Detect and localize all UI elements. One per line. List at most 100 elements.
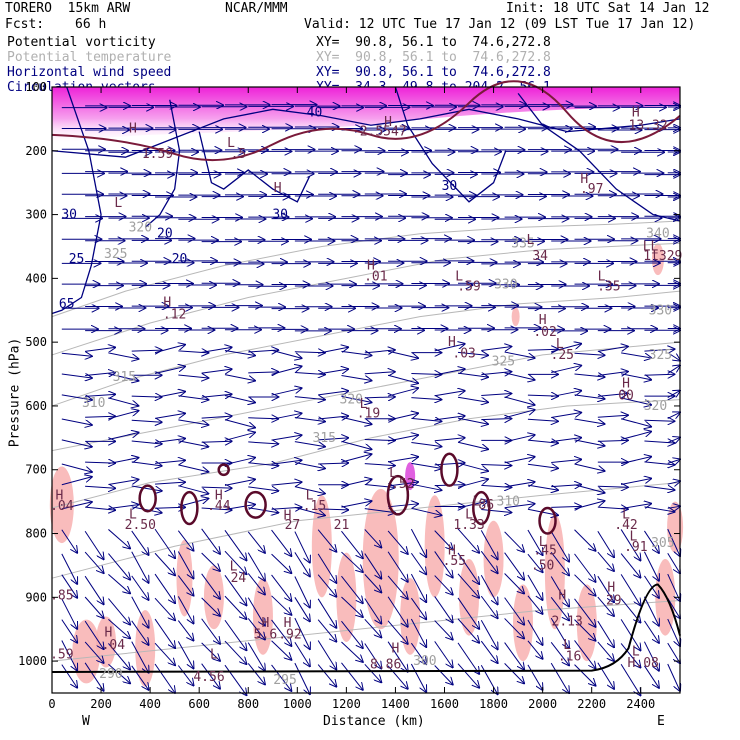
y-tick-label: 400 bbox=[25, 271, 47, 285]
extrema-label: H bbox=[384, 115, 392, 130]
circulation-vector bbox=[410, 552, 426, 574]
circulation-vector bbox=[410, 618, 426, 647]
circulation-vector bbox=[108, 411, 138, 420]
circulation-vector bbox=[504, 573, 525, 593]
pv-contour bbox=[180, 490, 199, 526]
circulation-vector bbox=[387, 413, 418, 421]
pv-contour bbox=[244, 490, 267, 519]
circulation-vector bbox=[108, 479, 138, 485]
circulation-vector bbox=[574, 353, 605, 355]
circulation-vector bbox=[550, 531, 569, 562]
circulation-vector bbox=[411, 462, 441, 468]
circulation-vector bbox=[341, 596, 362, 617]
circulation-vector bbox=[178, 464, 208, 472]
extrema-label: H bbox=[607, 581, 615, 596]
theta-label: 320 bbox=[644, 399, 667, 414]
x-tick-label: 2000 bbox=[528, 697, 557, 711]
legend-pv-section: XY= 90.8, 56.1 to 74.6,272.8 bbox=[316, 35, 551, 50]
circulation-vector bbox=[643, 551, 659, 581]
extrema-label: L bbox=[622, 507, 630, 522]
circulation-vector bbox=[551, 391, 581, 398]
circulation-vector bbox=[504, 552, 525, 580]
circulation-vector bbox=[224, 432, 255, 441]
circulation-vector bbox=[364, 574, 382, 592]
extrema-label: L bbox=[227, 136, 235, 151]
speed-contour bbox=[144, 99, 181, 228]
circulation-vector bbox=[108, 663, 130, 683]
extrema-label: L bbox=[230, 560, 238, 575]
extrema-label: .50 bbox=[531, 558, 554, 573]
extrema-label: L bbox=[114, 196, 122, 211]
circulation-vector bbox=[341, 620, 362, 648]
circulation-vector bbox=[177, 641, 193, 668]
theta-contour bbox=[51, 399, 681, 509]
circulation-vector bbox=[85, 507, 115, 510]
circulation-vector bbox=[294, 441, 325, 447]
circulation-vector bbox=[61, 439, 92, 447]
extrema-label: 29 bbox=[606, 594, 622, 609]
theta-label: 290 bbox=[99, 667, 122, 682]
circulation-vector bbox=[387, 665, 408, 689]
circulation-vector bbox=[644, 620, 659, 643]
legend-theta-section: XY= 90.8, 56.1 to 74.6,272.8 bbox=[316, 50, 551, 65]
circulation-vector bbox=[667, 618, 680, 646]
circulation-vector bbox=[457, 441, 488, 449]
circulation-vector bbox=[61, 664, 77, 688]
extrema-label: H bbox=[580, 172, 588, 187]
circulation-vector bbox=[318, 347, 348, 354]
circulation-vector bbox=[667, 528, 680, 556]
extrema-label: 34 bbox=[532, 249, 548, 264]
circulation-vector bbox=[294, 576, 310, 607]
circulation-vector bbox=[224, 479, 255, 486]
circulation-vector bbox=[271, 366, 302, 375]
circulation-vector bbox=[387, 457, 418, 463]
theta-contour bbox=[51, 290, 681, 407]
circulation-vector bbox=[434, 416, 465, 420]
west-label: W bbox=[82, 714, 90, 729]
circulation-vector bbox=[504, 504, 535, 508]
circulation-vector bbox=[480, 530, 497, 559]
pv-patch bbox=[203, 565, 224, 630]
circulation-vector bbox=[457, 352, 488, 355]
extrema-label: 1.33 bbox=[453, 518, 484, 533]
circulation-vector bbox=[621, 478, 651, 485]
circulation-vector bbox=[574, 418, 605, 424]
circulation-vector bbox=[61, 529, 77, 553]
extrema-label: H bbox=[558, 588, 566, 603]
circulation-vector bbox=[224, 505, 255, 511]
extrema-label: 8.86 bbox=[370, 657, 401, 672]
circulation-vector bbox=[201, 394, 232, 397]
extrema-label: H.08 bbox=[628, 656, 659, 671]
circulation-vector bbox=[574, 619, 596, 641]
circulation-vector bbox=[341, 351, 371, 355]
circulation-vector bbox=[480, 640, 497, 663]
extrema-label: .92 bbox=[278, 627, 301, 642]
circulation-vector bbox=[597, 641, 614, 661]
circulation-vector bbox=[387, 596, 408, 627]
circulation-vector bbox=[201, 369, 232, 373]
circulation-vector bbox=[131, 530, 149, 555]
theta-label: 330 bbox=[649, 303, 672, 318]
circulation-vector bbox=[644, 441, 674, 443]
circulation-vector bbox=[504, 435, 535, 443]
valid-time: Valid: 12 UTC Tue 17 Jan 12 (09 LST Tue … bbox=[304, 17, 696, 32]
circulation-vector bbox=[248, 507, 278, 513]
circulation-vector bbox=[667, 438, 680, 443]
circulation-vector bbox=[294, 597, 310, 621]
circulation-vector bbox=[108, 352, 138, 359]
circulation-vector bbox=[574, 529, 596, 551]
circulation-vector bbox=[457, 462, 488, 471]
circulation-vector bbox=[480, 550, 497, 573]
theta-label: 320 bbox=[129, 220, 152, 235]
axes: 0 200 400 600 800 1000 1200 1400 1600 1800 2000 220… bbox=[18, 80, 681, 711]
circulation-vector bbox=[108, 458, 138, 465]
tropopause-line bbox=[51, 80, 681, 162]
circulation-vector bbox=[364, 350, 395, 353]
circulation-vector bbox=[108, 433, 138, 441]
theta-label: 330 bbox=[494, 278, 517, 293]
extrema-label: H bbox=[448, 335, 456, 350]
circulation-vector bbox=[177, 575, 193, 596]
speed-contour bbox=[394, 86, 507, 203]
circulation-vector bbox=[504, 351, 535, 358]
legend-theta-label: Potential temperature bbox=[7, 50, 172, 65]
